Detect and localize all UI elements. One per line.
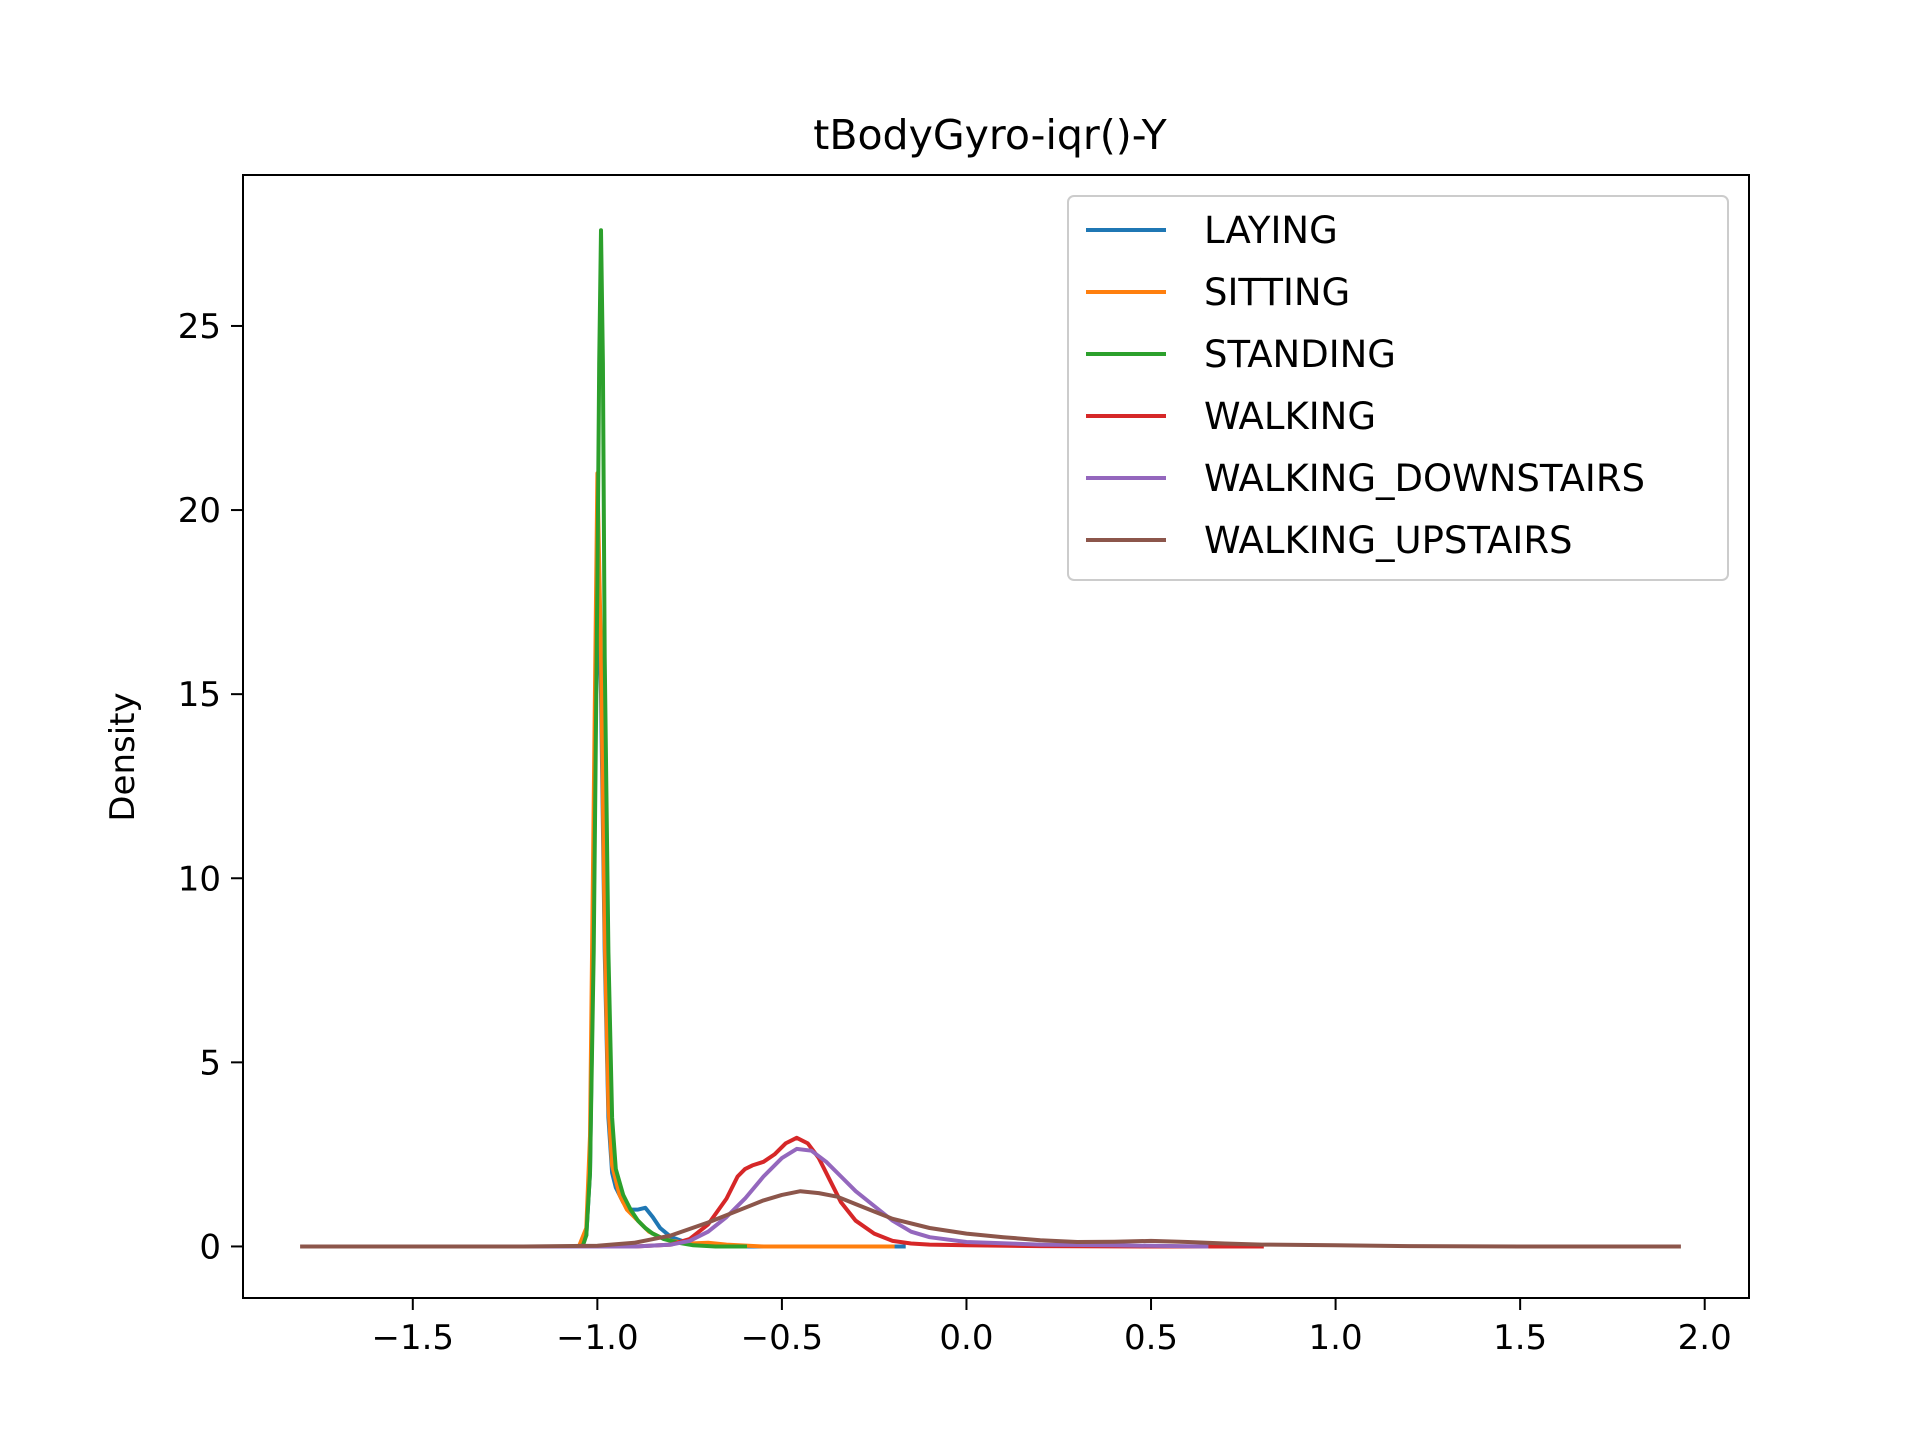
- y-tick-label: 25: [178, 307, 221, 347]
- series-line-walking-downstairs: [521, 1146, 1209, 1249]
- x-tick-label: −1.0: [556, 1318, 639, 1358]
- x-tick-label: 0.0: [939, 1318, 993, 1358]
- y-axis-label: Density: [103, 692, 143, 821]
- x-tick-label: 1.0: [1309, 1318, 1363, 1358]
- chart-title: tBodyGyro-iqr()-Y: [813, 111, 1167, 159]
- legend: LAYING SITTING STANDING WALKING WALKING_DOWN…: [1067, 195, 1729, 581]
- series-line-walking-upstairs: [300, 1189, 1681, 1249]
- y-tick-label: 5: [199, 1043, 221, 1083]
- x-tick-label: 1.5: [1493, 1318, 1547, 1358]
- legend-label: SITTING: [1204, 271, 1350, 314]
- legend-label: WALKING_UPSTAIRS: [1204, 519, 1573, 562]
- y-tick-label: 15: [178, 675, 221, 715]
- plot-lines: [300, 228, 1681, 1249]
- x-tick-label: −0.5: [741, 1318, 824, 1358]
- series-line-standing: [503, 228, 747, 1249]
- legend-label: WALKING_DOWNSTAIRS: [1204, 457, 1645, 500]
- legend-box: [1067, 195, 1729, 581]
- y-axis-ticks: 0 5 10 15 20 25: [178, 307, 243, 1267]
- x-tick-label: −1.5: [372, 1318, 455, 1358]
- plot-frame: [242, 174, 1750, 1299]
- legend-label: WALKING: [1204, 395, 1376, 438]
- series-line-walking: [521, 1135, 1264, 1249]
- x-tick-label: 2.0: [1678, 1318, 1732, 1358]
- y-tick-label: 0: [199, 1227, 221, 1267]
- x-axis-ticks: −1.5 −1.0 −0.5 0.0 0.5 1.0 1.5 2.0: [372, 1298, 1732, 1358]
- legend-label: LAYING: [1204, 209, 1338, 252]
- legend-label: STANDING: [1204, 333, 1396, 376]
- y-tick-label: 10: [178, 859, 221, 899]
- x-tick-label: 0.5: [1124, 1318, 1178, 1358]
- y-tick-label: 20: [178, 491, 221, 531]
